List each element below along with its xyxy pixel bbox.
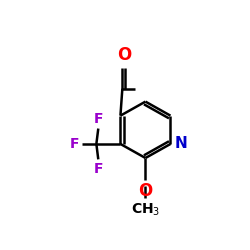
Text: O: O (117, 46, 131, 64)
Text: F: F (94, 112, 103, 126)
Text: N: N (175, 136, 188, 152)
Text: CH$_3$: CH$_3$ (131, 201, 160, 218)
Text: F: F (70, 137, 80, 151)
Text: F: F (94, 162, 103, 176)
Text: O: O (138, 182, 152, 200)
